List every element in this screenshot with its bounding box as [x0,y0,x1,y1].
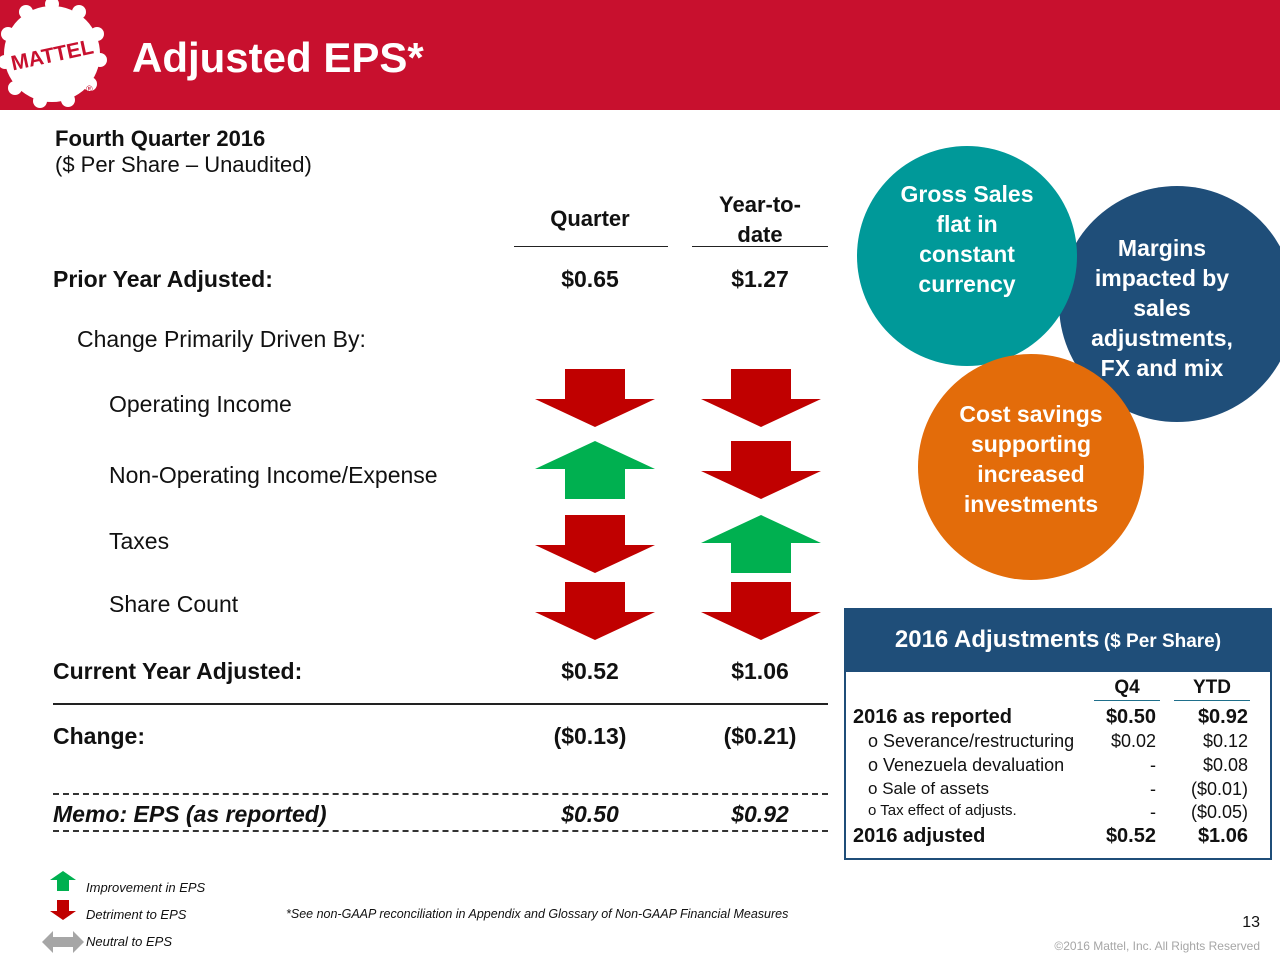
operating-ytd-arrow [701,369,821,427]
adjustment-item-q4: - [1150,779,1156,799]
adjustments-col-ytd: YTD [1193,677,1231,698]
nonoperating-ytd-arrow [701,441,821,499]
prior-year-label: Prior Year Adjusted: [53,266,273,292]
adjustment-item-q4: - [1150,755,1156,775]
current-year-ytd: $1.06 [731,658,789,684]
footnote: *See non-GAAP reconciliation in Appendix… [286,907,789,921]
down-arrow-shape [535,582,655,640]
down-arrow-shape [701,582,821,640]
adjustments-box-header: 2016 Adjustments ($ Per Share) [844,608,1272,672]
legend-neutral-arrow-icon [42,931,84,953]
driver-label-taxes: Taxes [109,528,170,554]
up-arrow-shape [535,441,655,499]
legend-up-arrow-icon [50,871,76,891]
col-header-quarter: Quarter [550,206,630,231]
col-underline-quarter [514,246,668,247]
adjustments-adjusted-label: 2016 adjusted [853,825,986,847]
adjustments-title: 2016 Adjustments [894,626,1100,653]
share-count-ytd-arrow [701,582,821,640]
prior-year-ytd: $1.27 [731,266,789,292]
legend-detriment: Detriment to EPS [86,907,187,922]
adjustments-adjusted-q4: $0.52 [1105,825,1156,847]
current-year-label: Current Year Adjusted: [53,658,303,684]
change-label: Change: [53,723,145,749]
legend-improvement: Improvement in EPS [86,880,206,895]
change-ytd: ($0.21) [723,723,797,749]
total-rule [53,703,828,705]
share-count-quarter-arrow [535,582,655,640]
taxes-quarter-arrow [535,515,655,573]
adjustment-item: o Tax effect of adjusts. [868,802,1017,819]
page-number: 13 [1242,914,1260,931]
period-title: Fourth Quarter 2016 [55,126,266,151]
adjustment-item: o Sale of assets [868,779,989,798]
adjustments-q4-underline [1094,700,1160,701]
current-year-quarter: $0.52 [561,658,619,684]
gross-sales-circle: Gross Sales flat in constant currency [857,146,1077,366]
copyright: ©2016 Mattel, Inc. All Rights Reserved [1054,939,1260,953]
unit-subtitle: ($ Per Share – Unaudited) [55,152,312,177]
legend-neutral: Neutral to EPS [86,934,172,949]
adjustments-title-suffix: ($ Per Share) [1103,631,1222,652]
taxes-ytd-arrow [701,515,821,573]
driven-by-label: Change Primarily Driven By: [77,326,366,352]
header-bar [0,0,1280,110]
adjustment-item-ytd: $0.12 [1202,731,1248,751]
prior-year-quarter: $0.65 [561,266,619,292]
legend-down-arrow-icon [50,900,76,920]
memo-quarter: $0.50 [561,801,619,827]
adjustments-reported-q4: $0.50 [1105,706,1156,728]
col-underline-ytd [692,246,828,247]
adjustment-item-ytd: ($0.01) [1190,779,1248,799]
driver-label-share-count: Share Count [109,591,239,617]
adjustments-ytd-underline [1174,700,1250,701]
adjustments-adjusted-ytd: $1.06 [1197,825,1248,847]
down-arrow-shape [535,515,655,573]
down-arrow-shape [701,441,821,499]
col-header-ytd: Year-to-date [719,192,801,247]
nonoperating-quarter-arrow [535,441,655,499]
operating-quarter-arrow [535,369,655,427]
memo-top-dash [53,793,828,795]
svg-text:®: ® [86,84,93,94]
adjustment-item-q4: - [1150,802,1156,822]
page-title: Adjusted EPS* [132,34,424,81]
memo-label: Memo: EPS (as reported) [53,801,327,827]
adjustments-reported-ytd: $0.92 [1197,706,1248,728]
driver-label-operating: Operating Income [109,391,292,417]
memo-ytd: $0.92 [731,801,789,827]
change-quarter: ($0.13) [553,723,627,749]
driver-label-nonoperating: Non-Operating Income/Expense [109,462,438,488]
adjustment-item-ytd: ($0.05) [1190,802,1248,822]
adjustment-item-ytd: $0.08 [1202,755,1248,775]
adjustments-reported-label: 2016 as reported [853,706,1012,728]
adjustment-item: o Severance/restructuring [868,731,1075,751]
down-arrow-shape [535,369,655,427]
cost-savings-circle: Cost savings supporting increased invest… [918,354,1144,580]
down-arrow-shape [701,369,821,427]
up-arrow-shape [701,515,821,573]
memo-bottom-dash [53,830,828,832]
mattel-logo: MATTEL ® [0,0,107,108]
adjustments-col-q4: Q4 [1114,677,1140,698]
adjustment-item: o Venezuela devaluation [868,755,1065,775]
adjustment-item-q4: $0.02 [1110,731,1156,751]
